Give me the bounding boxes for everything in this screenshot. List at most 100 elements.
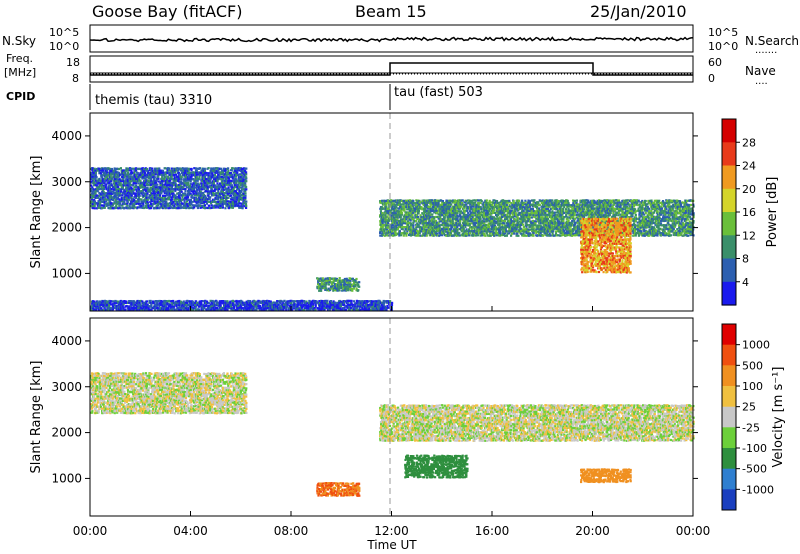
echo-cell (541, 230, 544, 233)
echo-cell (109, 198, 112, 201)
echo-cell (135, 184, 138, 187)
echo-cell (145, 183, 148, 186)
echo-cell (169, 194, 172, 197)
echo-cell (473, 199, 476, 202)
echo-cell (354, 283, 357, 286)
echo-cell (102, 198, 106, 201)
echo-cell (168, 196, 171, 199)
echo-cell (108, 186, 111, 189)
echo-cell (446, 199, 449, 202)
echo-cell (190, 175, 193, 178)
echo-cell (116, 178, 119, 181)
echo-cell (103, 181, 106, 185)
echo-cell (94, 171, 97, 174)
echo-cell (146, 200, 149, 203)
echo-cell (92, 190, 95, 193)
echo-cell (212, 182, 215, 185)
echo-cell (505, 203, 508, 206)
echo-cell (159, 180, 162, 183)
echo-cell (171, 190, 174, 193)
echo-cell (539, 224, 542, 227)
echo-cell (450, 203, 453, 206)
echo-cell (510, 218, 513, 221)
echo-cell (159, 194, 162, 197)
echo-cell (107, 204, 110, 207)
echo-cell (401, 225, 404, 228)
echo-cell (91, 167, 95, 170)
echo-cell (151, 167, 154, 170)
echo-cell (112, 169, 115, 172)
echo-cell (148, 169, 151, 172)
echo-cell (110, 171, 113, 174)
echo-cell (110, 190, 114, 193)
echo-cell (513, 204, 516, 207)
echo-cell (166, 182, 169, 185)
noise-panel-frame (89, 24, 694, 53)
echo-cell (161, 182, 164, 185)
echo-cell (231, 202, 234, 206)
echo-cell (164, 167, 167, 170)
echo-cell (400, 212, 404, 215)
echo-cell (170, 167, 174, 170)
echo-cell (147, 171, 150, 174)
echo-cell (522, 209, 525, 213)
echo-cell (168, 167, 171, 170)
echo-cell (137, 190, 140, 193)
echo-cell (139, 167, 142, 170)
echo-cell (146, 198, 149, 201)
echo-cell (135, 188, 138, 191)
echo-cell (175, 185, 178, 189)
echo-cell (147, 183, 150, 187)
echo-cell (177, 186, 180, 189)
echo-cell (405, 234, 408, 237)
echo-cell (149, 193, 152, 197)
echo-cell (142, 175, 145, 178)
echo-cell (120, 169, 123, 172)
echo-cell (160, 184, 163, 187)
echo-cell (139, 180, 142, 183)
echo-cell (451, 220, 454, 223)
echo-cell (143, 184, 147, 187)
echo-cell (154, 171, 158, 174)
echo-cell (169, 206, 173, 209)
echo-cell (472, 202, 475, 205)
echo-cell (100, 174, 103, 177)
echo-cell (126, 189, 129, 192)
echo-cell (185, 178, 189, 181)
echo-cell (394, 231, 397, 234)
echo-cell (185, 179, 188, 182)
echo-cell (146, 169, 149, 173)
echo-cell (429, 203, 432, 206)
echo-cell (483, 220, 486, 223)
echo-cell (502, 199, 505, 202)
echo-cell (404, 220, 407, 223)
echo-cell (128, 190, 131, 193)
echo-cell (193, 184, 196, 187)
echo-cell (103, 196, 106, 199)
echo-cell (124, 175, 127, 178)
echo-cell (142, 202, 145, 205)
echo-cell (193, 199, 196, 202)
echo-cell (117, 194, 120, 197)
echo-cell (163, 183, 166, 186)
echo-cell (476, 234, 480, 237)
echo-cell (415, 215, 418, 218)
echo-cell (406, 232, 409, 235)
echo-cell (417, 209, 420, 213)
echo-cell (203, 204, 207, 207)
echo-cell (114, 192, 117, 195)
echo-cell (395, 224, 398, 227)
echo-cell (521, 199, 524, 202)
echo-cell (187, 205, 190, 208)
echo-cell (164, 173, 167, 176)
echo-cell (241, 207, 244, 210)
echo-cell (144, 204, 147, 208)
echo-cell (96, 187, 99, 190)
echo-cell (479, 217, 482, 221)
echo-cell (94, 192, 97, 195)
echo-cell (120, 196, 123, 199)
echo-cell (94, 173, 97, 176)
echo-cell (106, 175, 109, 178)
echo-cell (336, 285, 339, 288)
echo-cell (102, 196, 105, 199)
